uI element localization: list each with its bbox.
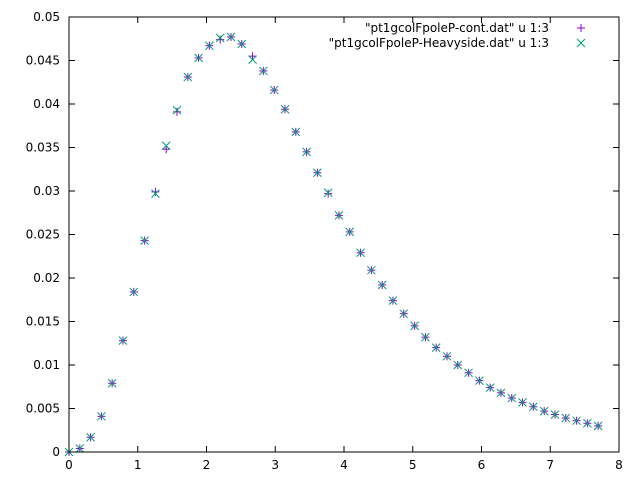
data-point [162,145,171,154]
plot-frame [68,16,620,453]
series-cont [65,33,603,456]
legend-label-heavyside: "pt1gcolFpoleP-Heavyside.dat" u 1:3 [329,36,549,50]
data-point [518,398,527,407]
x-tick-label: 1 [134,458,142,472]
data-point [151,189,160,198]
y-tick-label: 0.005 [26,402,60,416]
data-point [507,393,517,403]
data-point [583,418,592,428]
data-point [334,211,344,220]
y-tick-label: 0.025 [26,228,60,242]
data-point [572,416,581,426]
data-point [421,332,430,342]
data-point [248,55,257,64]
data-point [205,41,214,51]
y-tick-label: 0.02 [33,271,60,285]
x-tick-label: 3 [271,458,279,472]
legend-marker-cont [577,24,585,32]
data-point [345,227,355,237]
x-tick-label: 5 [409,458,417,472]
axis-ticks [68,16,620,453]
y-tick-label: 0.03 [33,184,60,198]
data-point [431,343,441,352]
data-point [248,52,257,61]
data-point [550,410,560,419]
data-point [291,127,301,137]
data-point [323,188,333,198]
data-point [464,368,473,378]
data-point [485,383,495,392]
data-point [237,39,247,49]
legend-marker-heavyside [576,38,586,48]
data-point [216,35,225,44]
data-point [269,85,279,95]
y-tick-labels: 0 0.005 0.01 0.015 0.02 0.025 0.03 0.035 0.04 0.0… [26,10,60,459]
y-tick-label: 0.035 [26,141,60,155]
x-tick-label: 2 [203,458,211,472]
data-point [356,248,365,258]
data-point [86,432,95,442]
data-point [475,376,484,386]
legend: "pt1gcolFpoleP-cont.dat" u 1:3 "pt1gcolF… [329,21,586,50]
x-tick-label: 4 [340,458,348,472]
legend-marker-glyph [576,38,586,48]
data-point [97,411,106,421]
y-tick-label: 0.01 [33,358,60,372]
data-point [194,53,203,63]
data-point [528,402,538,412]
data-point [161,141,171,151]
data-point [539,406,549,416]
y-tick-label: 0 [52,445,60,459]
data-point [118,336,128,345]
data-point [75,444,85,453]
x-tick-label: 8 [615,458,623,472]
y-tick-label: 0.015 [26,315,60,329]
data-point [302,147,311,157]
data-point [561,413,571,423]
data-point [151,187,160,196]
data-point [388,296,398,305]
data-point [226,32,236,42]
data-point [496,388,506,398]
data-point [140,236,149,245]
x-tick-labels: 0 1 2 3 4 5 6 7 8 [65,458,623,472]
data-point [377,280,387,290]
data-point [399,309,409,319]
data-point [593,421,603,431]
y-tick-label: 0.04 [33,97,60,111]
data-point [173,107,182,116]
data-point [313,168,322,178]
x-tick-label: 7 [546,458,554,472]
legend-label-cont: "pt1gcolFpoleP-cont.dat" u 1:3 [365,21,549,35]
series-heavyside [64,32,603,457]
data-point [129,287,139,297]
y-tick-label: 0.045 [26,54,60,68]
data-point [324,189,333,198]
data-point [280,104,290,114]
data-point [367,265,376,275]
y-tick-label: 0.05 [33,10,60,24]
data-point [215,33,225,43]
data-point [453,360,463,370]
data-point [259,66,268,76]
legend-marker-glyph [577,24,585,32]
x-tick-label: 0 [65,458,73,472]
data-point [410,321,419,331]
data-points [64,32,603,457]
data-point [172,105,182,115]
data-point [442,351,452,361]
x-tick-label: 6 [478,458,486,472]
data-point [183,72,193,82]
data-point [107,378,117,388]
